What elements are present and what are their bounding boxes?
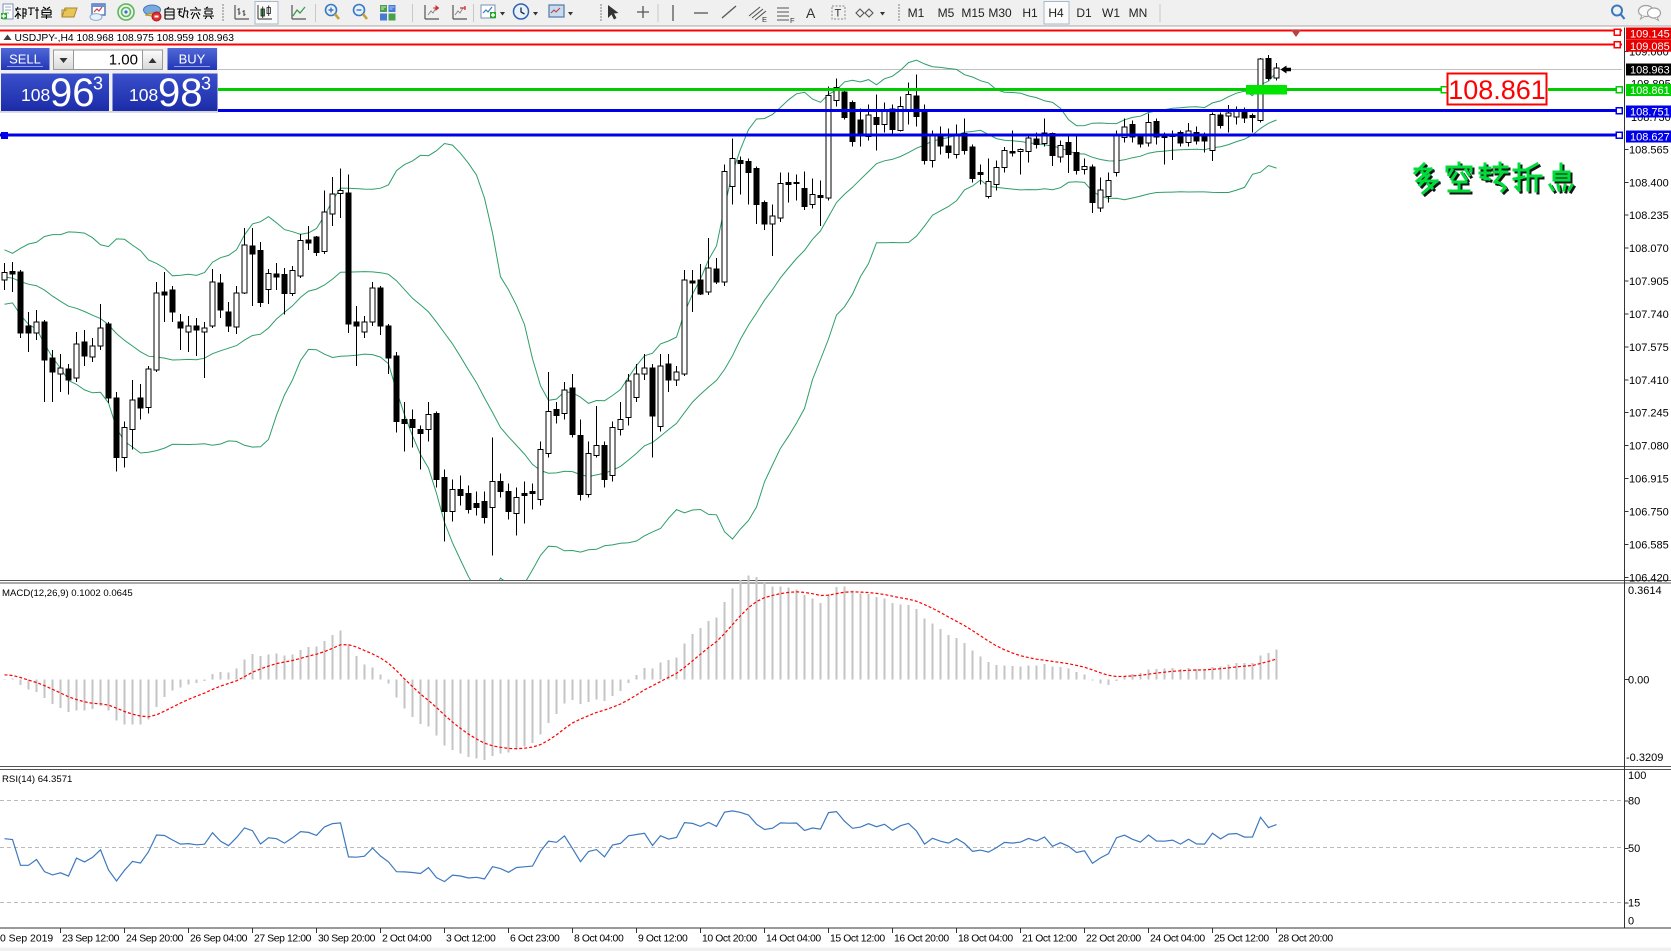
svg-text:3: 3	[93, 74, 103, 94]
svg-text:108: 108	[21, 85, 50, 105]
svg-text:3 Oct 12:00: 3 Oct 12:00	[446, 934, 496, 945]
svg-text:25 Oct 12:00: 25 Oct 12:00	[1214, 934, 1269, 945]
svg-text:-0.3209: -0.3209	[1626, 752, 1663, 764]
svg-text:26 Sep 04:00: 26 Sep 04:00	[190, 934, 248, 945]
svg-text:T: T	[835, 8, 842, 20]
svg-text:3: 3	[201, 74, 211, 94]
svg-text:109.085: 109.085	[1630, 41, 1670, 53]
svg-text:21 Oct 12:00: 21 Oct 12:00	[1022, 934, 1077, 945]
svg-text:28 Oct 20:00: 28 Oct 20:00	[1278, 934, 1333, 945]
svg-text:24 Sep 20:00: 24 Sep 20:00	[126, 934, 184, 945]
svg-text:98: 98	[158, 71, 203, 115]
svg-text:107.575: 107.575	[1629, 342, 1669, 354]
svg-text:106.585: 106.585	[1629, 539, 1669, 551]
svg-text:F: F	[790, 16, 795, 25]
svg-text:1.00: 1.00	[109, 52, 138, 69]
svg-text:0 Sep 2019: 0 Sep 2019	[0, 934, 53, 945]
svg-text:108: 108	[129, 85, 158, 105]
svg-text:80: 80	[1628, 796, 1640, 808]
svg-text:0.00: 0.00	[1628, 675, 1649, 687]
svg-text:RSI(14) 64.3571: RSI(14) 64.3571	[2, 774, 72, 785]
svg-text:107.080: 107.080	[1629, 441, 1669, 453]
svg-text:M15: M15	[961, 6, 985, 20]
svg-text:E: E	[762, 15, 767, 24]
svg-text:8 Oct 04:00: 8 Oct 04:00	[574, 934, 624, 945]
svg-text:MN: MN	[1129, 6, 1148, 20]
svg-text:BUY: BUY	[179, 52, 206, 67]
svg-text:16 Oct 20:00: 16 Oct 20:00	[894, 934, 949, 945]
svg-text:W1: W1	[1102, 6, 1120, 20]
svg-text:18 Oct 04:00: 18 Oct 04:00	[958, 934, 1013, 945]
svg-text:108.400: 108.400	[1629, 177, 1669, 189]
svg-text:23 Sep 12:00: 23 Sep 12:00	[62, 934, 120, 945]
svg-text:0: 0	[1628, 916, 1634, 928]
svg-text:14 Oct 04:00: 14 Oct 04:00	[766, 934, 821, 945]
svg-text:100: 100	[1628, 770, 1646, 782]
svg-text:108.751: 108.751	[1630, 107, 1670, 119]
svg-text:27 Sep 12:00: 27 Sep 12:00	[254, 934, 312, 945]
svg-text:A: A	[806, 5, 816, 21]
svg-text:96: 96	[50, 71, 95, 115]
svg-text:22 Oct 20:00: 22 Oct 20:00	[1086, 934, 1141, 945]
svg-text:M1: M1	[908, 6, 925, 20]
svg-text:106.750: 106.750	[1629, 507, 1669, 519]
svg-text:107.740: 107.740	[1629, 309, 1669, 321]
svg-text:107.245: 107.245	[1629, 408, 1669, 420]
svg-text:24 Oct 04:00: 24 Oct 04:00	[1150, 934, 1205, 945]
svg-text:H1: H1	[1022, 6, 1038, 20]
svg-text:30 Sep 20:00: 30 Sep 20:00	[318, 934, 376, 945]
svg-text:109.145: 109.145	[1630, 29, 1670, 41]
svg-text:USDJPY-,H4 108.968 108.975 10: USDJPY-,H4 108.968 108.975 108.959 108.9…	[15, 33, 235, 44]
svg-text:H4: H4	[1048, 6, 1064, 20]
svg-text:0.3614: 0.3614	[1628, 585, 1662, 597]
svg-text:108.565: 108.565	[1629, 144, 1669, 156]
svg-text:108.861: 108.861	[1448, 75, 1546, 105]
svg-text:15 Oct 12:00: 15 Oct 12:00	[830, 934, 885, 945]
svg-text:15: 15	[1628, 898, 1640, 910]
svg-text:108.235: 108.235	[1629, 210, 1669, 222]
svg-text:108.963: 108.963	[1630, 65, 1670, 77]
svg-text:107.410: 107.410	[1629, 375, 1669, 387]
svg-text:10 Oct 20:00: 10 Oct 20:00	[702, 934, 757, 945]
svg-text:SELL: SELL	[9, 52, 41, 67]
svg-text:MACD(12,26,9) 0.1002 0.0645: MACD(12,26,9) 0.1002 0.0645	[2, 588, 133, 599]
svg-text:107.905: 107.905	[1629, 276, 1669, 288]
svg-text:2 Oct 04:00: 2 Oct 04:00	[382, 934, 432, 945]
svg-text:108.070: 108.070	[1629, 243, 1669, 255]
svg-text:108.627: 108.627	[1630, 132, 1670, 144]
svg-text:M30: M30	[988, 6, 1012, 20]
svg-text:108.861: 108.861	[1630, 85, 1670, 97]
svg-text:106.420: 106.420	[1629, 572, 1669, 584]
svg-text:M5: M5	[938, 6, 955, 20]
svg-text:6 Oct 23:00: 6 Oct 23:00	[510, 934, 560, 945]
svg-text:50: 50	[1628, 843, 1640, 855]
svg-text:9 Oct 12:00: 9 Oct 12:00	[638, 934, 688, 945]
svg-text:106.915: 106.915	[1629, 474, 1669, 486]
svg-text:D1: D1	[1076, 6, 1092, 20]
